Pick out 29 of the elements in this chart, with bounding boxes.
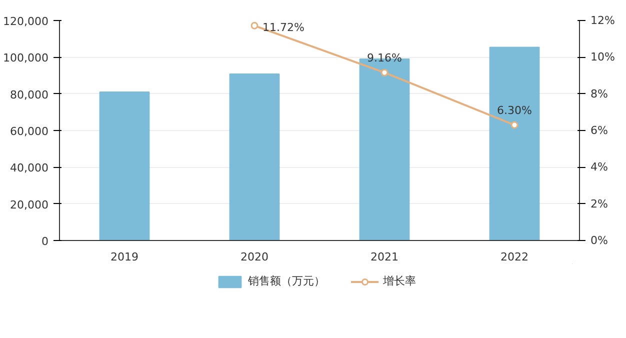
y-tick-label: 100,000 <box>3 52 49 65</box>
x-tick-label: 2020 <box>240 250 269 264</box>
data-label: 6.30% <box>497 104 532 117</box>
legend-label: 增长率 <box>383 274 416 288</box>
data-label: 11.72% <box>262 21 304 34</box>
y2-tick-label: 10% <box>590 50 615 64</box>
y-tick-label: 0 <box>42 235 48 248</box>
bar <box>489 46 540 240</box>
legend-label: 销售额（万元） <box>248 274 325 288</box>
point <box>250 22 258 30</box>
data-label: 9.16% <box>367 52 402 65</box>
bar <box>99 92 150 240</box>
y-tick-label: 20,000 <box>10 198 49 212</box>
y2-tick-label: 8% <box>590 87 608 100</box>
y-tick-label: 80,000 <box>10 88 49 102</box>
y-tick-label: 60,000 <box>10 125 49 138</box>
y2-tick-label: 6% <box>590 124 608 137</box>
y2-tick-label: 2% <box>590 197 608 210</box>
y2-tick-label: 4% <box>590 160 608 174</box>
x-tick-label: 2019 <box>110 250 139 264</box>
point <box>380 68 388 76</box>
x-tick-label: 2021 <box>370 250 399 264</box>
y-tick-label: 120,000 <box>3 15 49 28</box>
bar <box>229 74 280 240</box>
y2-tick-label: 12% <box>590 14 615 27</box>
x-tick-label: 2022 <box>500 250 529 264</box>
point <box>510 121 518 129</box>
y2-tick-label: 0% <box>590 234 608 247</box>
y-tick-label: 40,000 <box>10 162 49 175</box>
